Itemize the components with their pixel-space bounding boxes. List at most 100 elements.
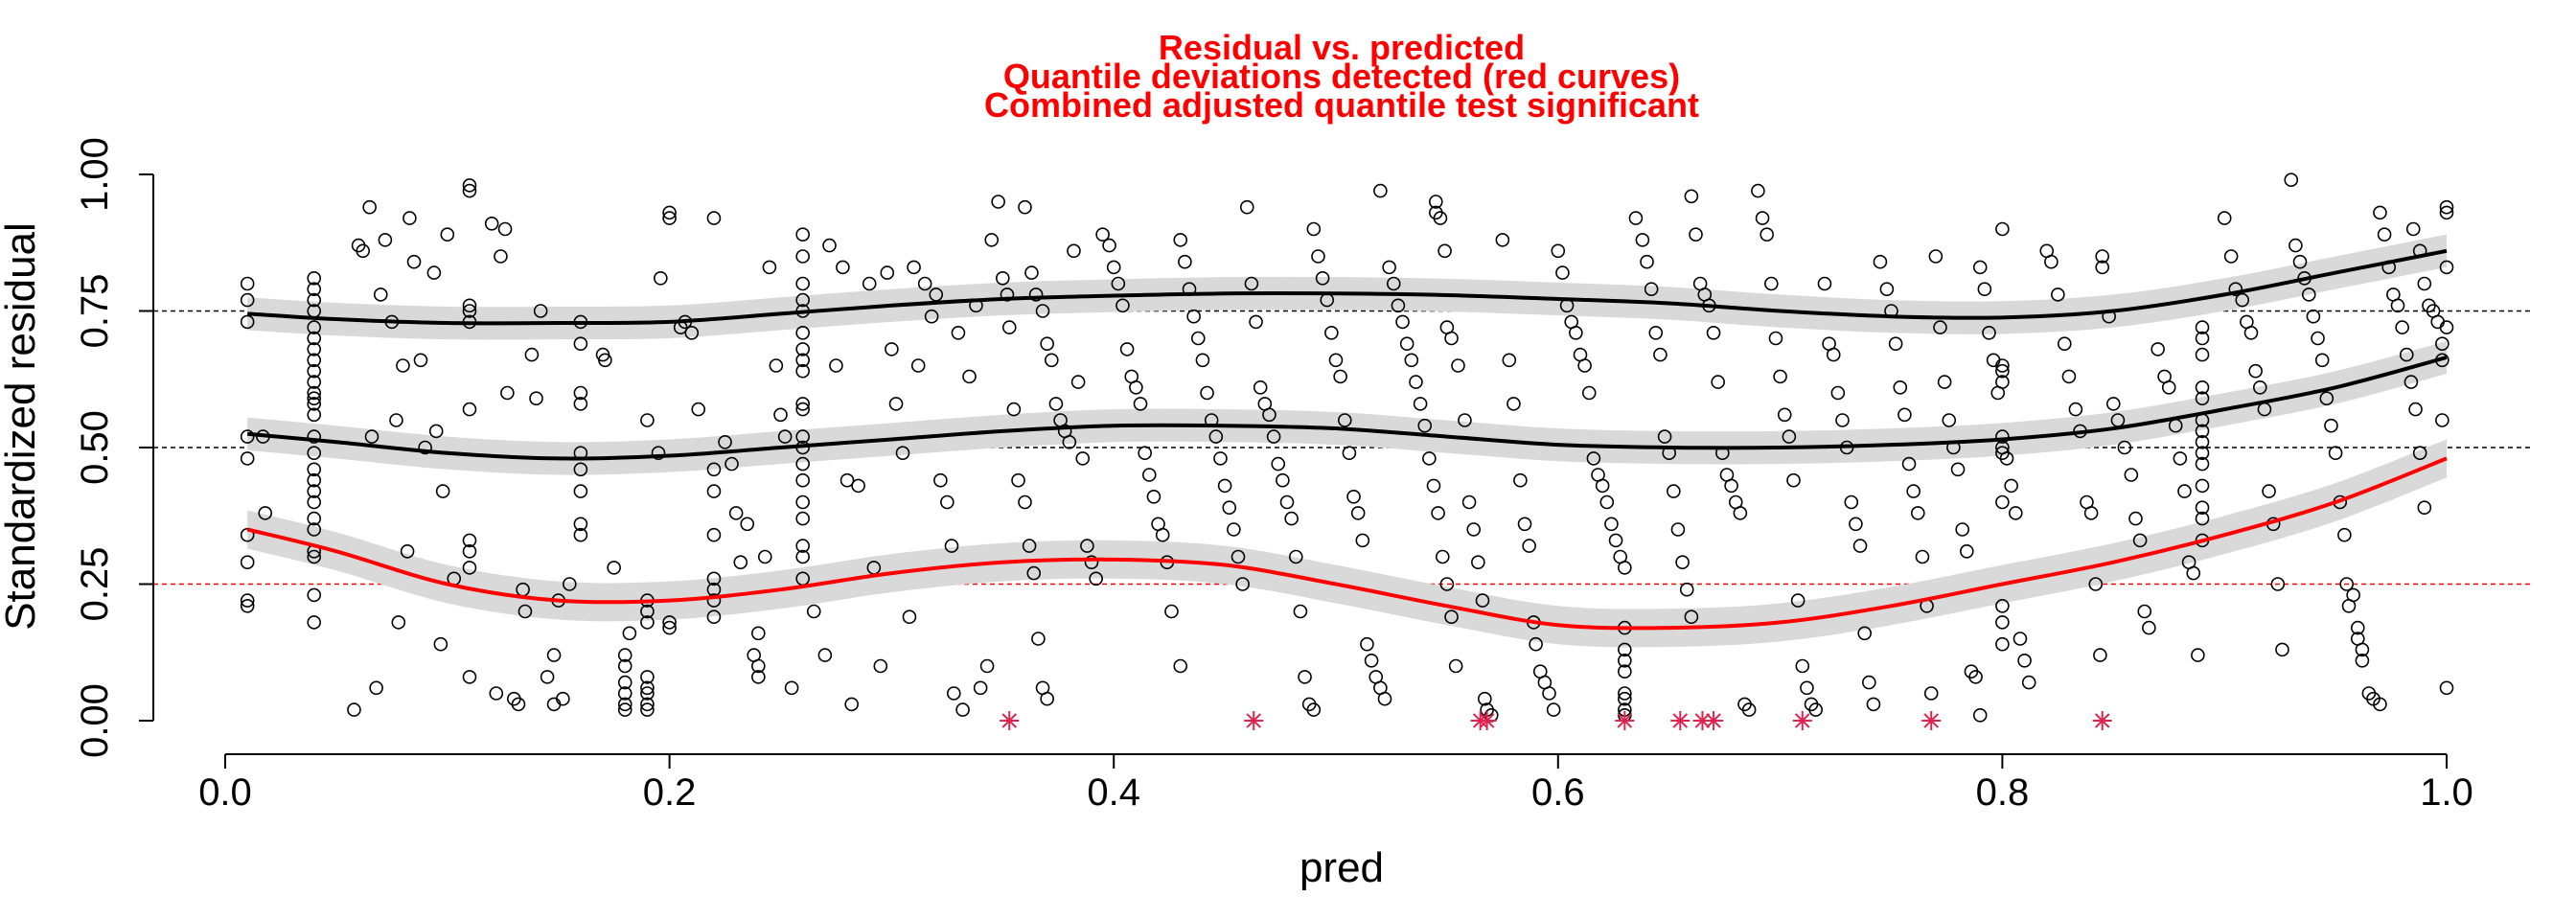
residual-point bbox=[518, 604, 533, 619]
residual-point bbox=[944, 539, 959, 553]
residual-point bbox=[1040, 336, 1054, 352]
residual-point bbox=[1546, 702, 1561, 717]
residual-point bbox=[462, 561, 477, 575]
residual-point bbox=[2288, 238, 2303, 253]
residual-point bbox=[573, 527, 588, 542]
residual-point bbox=[240, 292, 255, 308]
residual-point bbox=[706, 593, 722, 608]
residual-point bbox=[2195, 456, 2210, 472]
residual-point bbox=[617, 658, 632, 674]
residual-point bbox=[2324, 418, 2338, 433]
residual-point bbox=[2106, 397, 2121, 411]
residual-point bbox=[1409, 375, 1423, 389]
residual-point bbox=[1266, 429, 1281, 444]
residual-point bbox=[426, 265, 442, 280]
residual-point bbox=[2117, 440, 2132, 455]
residual-point bbox=[1026, 565, 1042, 581]
residual-point bbox=[1306, 221, 1322, 237]
residual-point bbox=[1213, 451, 1228, 466]
residual-point bbox=[862, 276, 877, 291]
residual-point bbox=[2195, 331, 2210, 346]
residual-point bbox=[240, 555, 255, 570]
residual-point bbox=[1350, 506, 1366, 520]
residual-point bbox=[706, 462, 722, 477]
residual-point bbox=[307, 446, 322, 461]
residual-point bbox=[307, 494, 322, 510]
residual-point bbox=[1382, 260, 1396, 275]
y-tick-label: 0.75 bbox=[74, 274, 116, 349]
residual-point bbox=[910, 358, 926, 373]
residual-point bbox=[1461, 494, 1477, 510]
residual-point bbox=[484, 217, 499, 231]
residual-point bbox=[1635, 233, 1650, 247]
x-tick-label: 0.6 bbox=[1531, 771, 1585, 814]
residual-point bbox=[795, 539, 810, 553]
residual-point bbox=[2132, 533, 2148, 548]
residual-point bbox=[1529, 636, 1543, 652]
residual-point bbox=[1915, 549, 1930, 564]
residual-point bbox=[1608, 533, 1623, 548]
residual-point bbox=[573, 484, 588, 498]
residual-point bbox=[1235, 577, 1250, 591]
residual-point bbox=[1911, 506, 1925, 520]
residual-point bbox=[307, 472, 322, 488]
residual-point bbox=[2195, 446, 2210, 461]
quantile-curve-0.25 bbox=[246, 456, 2448, 631]
residual-point bbox=[1089, 571, 1103, 586]
residual-point bbox=[1768, 331, 1783, 346]
residual-point bbox=[573, 336, 588, 352]
residual-point bbox=[2061, 369, 2077, 384]
residual-point bbox=[962, 369, 977, 384]
residual-point bbox=[1478, 691, 1492, 706]
residual-point bbox=[640, 697, 655, 712]
residual-point bbox=[546, 697, 562, 712]
residual-point bbox=[1670, 522, 1686, 537]
residual-point bbox=[1800, 680, 1814, 696]
residual-point bbox=[777, 429, 793, 444]
residual-point bbox=[2439, 680, 2454, 696]
residual-point bbox=[1581, 385, 1597, 401]
residual-point bbox=[524, 347, 540, 362]
residual-point bbox=[1689, 227, 1703, 242]
residual-point bbox=[1862, 675, 1876, 690]
residual-point bbox=[885, 342, 899, 356]
residual-point bbox=[494, 249, 508, 264]
residual-point bbox=[1249, 314, 1263, 330]
residual-point bbox=[817, 648, 833, 662]
residual-point bbox=[2017, 653, 2032, 668]
residual-point bbox=[1011, 472, 1025, 488]
residual-point bbox=[1475, 593, 1490, 608]
residual-point bbox=[795, 342, 810, 356]
residual-point bbox=[356, 243, 371, 259]
residual-point bbox=[462, 670, 477, 684]
outlier-star bbox=[1244, 711, 1264, 730]
band-q0.5 bbox=[247, 340, 2448, 475]
residual-point bbox=[1040, 691, 1054, 706]
residual-point bbox=[1111, 276, 1126, 291]
residual-point bbox=[307, 363, 322, 379]
residual-point bbox=[1972, 707, 1988, 723]
outlier-star bbox=[1921, 711, 1942, 730]
residual-point bbox=[2195, 478, 2210, 494]
residual-point bbox=[1995, 429, 2010, 444]
residual-point bbox=[2252, 380, 2267, 395]
residual-point bbox=[1080, 539, 1094, 553]
residual-point bbox=[2173, 451, 2188, 466]
residual-point bbox=[740, 517, 755, 532]
residual-point bbox=[1155, 527, 1170, 542]
residual-point bbox=[307, 282, 322, 297]
residual-point bbox=[2430, 314, 2446, 330]
residual-point bbox=[1293, 604, 1308, 619]
residual-point bbox=[1972, 260, 1988, 275]
residual-point bbox=[1618, 653, 1632, 668]
residual-point bbox=[2095, 260, 2110, 275]
residual-point bbox=[706, 571, 722, 586]
residual-point bbox=[1667, 484, 1681, 498]
residual-point bbox=[2404, 375, 2419, 389]
outlier-star bbox=[1670, 711, 1690, 730]
residual-point bbox=[1438, 243, 1452, 259]
residual-point bbox=[2186, 565, 2201, 581]
residual-point bbox=[947, 686, 961, 701]
residual-point bbox=[2217, 211, 2232, 225]
chart-title: Residual vs. predicted Quantile deviatio… bbox=[984, 28, 1699, 125]
